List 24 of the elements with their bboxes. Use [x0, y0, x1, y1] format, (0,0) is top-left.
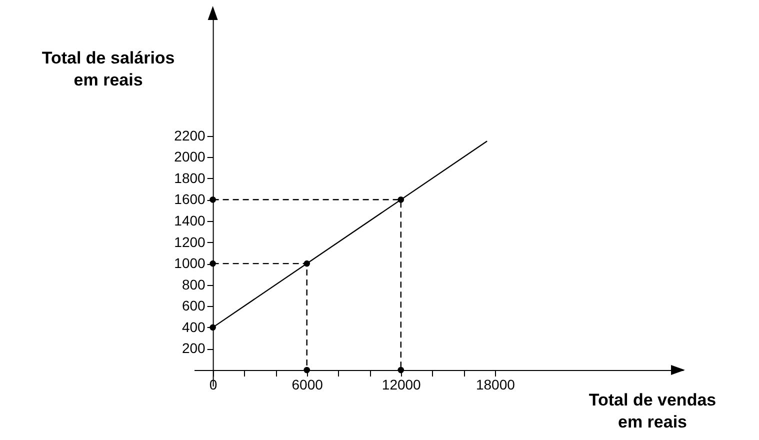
- x-tick-label: 6000: [292, 376, 324, 393]
- y-tick-label: 400: [182, 318, 206, 335]
- y-tick-label: 200: [182, 340, 206, 356]
- point: [304, 366, 310, 374]
- point: [210, 196, 216, 203]
- y-tick-label: 1400: [174, 212, 206, 228]
- point: [210, 260, 216, 267]
- y-tick-label: 1200: [174, 234, 206, 250]
- point: [210, 324, 216, 331]
- point: [398, 196, 404, 203]
- point: [398, 366, 404, 374]
- x-tick-label: 18000: [476, 376, 516, 393]
- y-tick-label: 800: [182, 276, 206, 292]
- y-tick-label: 2000: [174, 148, 206, 165]
- x-tick-label: 12000: [382, 376, 422, 393]
- y-tick-label: 600: [182, 298, 206, 314]
- y-tick-label: 1600: [174, 191, 206, 208]
- y-tick-label: 1000: [174, 255, 206, 272]
- x-tick-label: 0: [209, 376, 218, 393]
- y-axis-title: Total de salários em reais: [42, 48, 175, 90]
- y-tick-label: 1800: [174, 170, 206, 186]
- y-tick-label: 2200: [174, 127, 206, 144]
- x-axis-title: Total de vendas em reais: [588, 390, 716, 432]
- point: [304, 260, 310, 267]
